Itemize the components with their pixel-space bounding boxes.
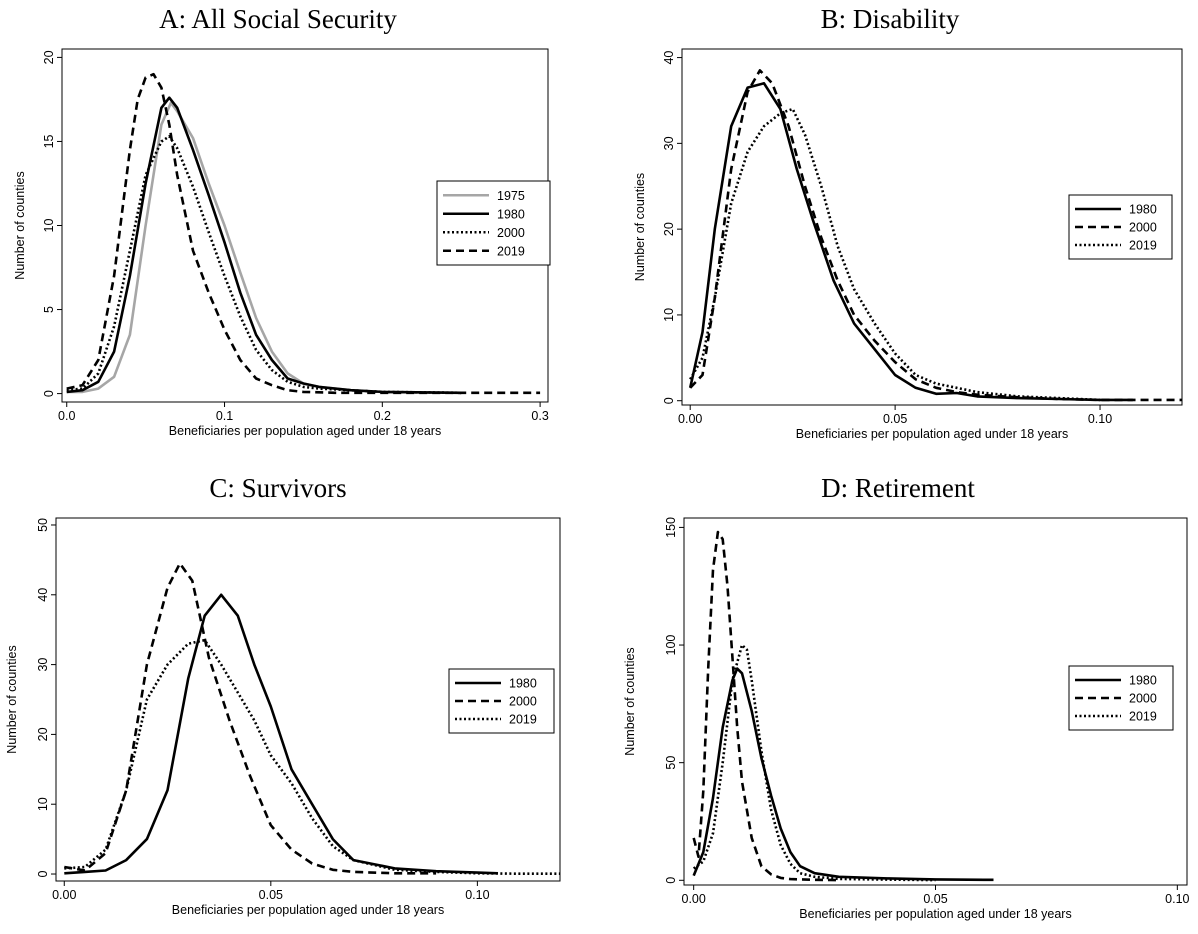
x-tick-label: 0.1	[216, 409, 233, 423]
y-tick-label: 0	[42, 390, 56, 397]
y-tick-label: 0	[664, 877, 678, 884]
y-tick-label: 50	[664, 756, 678, 770]
y-axis-label: Number of counties	[623, 647, 637, 755]
series-line-1980	[64, 593, 499, 875]
series-line-2000	[692, 530, 839, 882]
y-tick-label: 20	[662, 222, 676, 236]
x-tick-label: 0.00	[678, 412, 702, 426]
series-group	[688, 69, 1182, 402]
x-tick-label: 0.2	[374, 409, 391, 423]
y-tick-label: 0	[662, 397, 676, 404]
legend-box	[436, 180, 551, 266]
series-group	[66, 72, 541, 395]
legend-label: 2019	[1129, 239, 1157, 253]
legend-label: 2000	[1129, 221, 1157, 235]
y-axis-label: Number of counties	[13, 171, 27, 279]
legend: 1980 2000 2019	[1068, 665, 1174, 731]
y-tick-label: 20	[42, 50, 56, 64]
series-line-1980	[66, 96, 462, 395]
legend-label: 1975	[497, 189, 525, 203]
panel-2: B: Disability 0.00 0.05 0.10 0 10 20 30 40 Benefi…	[633, 4, 1183, 441]
y-tick-label: 30	[36, 658, 50, 672]
series-line-2019	[692, 643, 936, 882]
x-tick-label: 0.05	[259, 888, 283, 902]
legend: 1980 2000 2019	[448, 668, 555, 734]
x-tick-label: 0.00	[52, 888, 76, 902]
x-tick-label: 0.3	[531, 409, 548, 423]
x-tick-label: 0.10	[1088, 412, 1112, 426]
legend-label: 2000	[509, 695, 537, 709]
legend-label: 2000	[1129, 692, 1157, 706]
panel-title: C: Survivors	[209, 473, 346, 503]
y-tick-label: 30	[662, 136, 676, 150]
legend-box	[448, 668, 555, 734]
plot-frame	[55, 517, 561, 882]
panel-title: D: Retirement	[821, 473, 975, 503]
x-axis-label: Beneficiaries per population aged under …	[796, 427, 1068, 441]
legend-label: 2019	[1129, 710, 1157, 724]
y-tick-label: 10	[42, 219, 56, 233]
legend-label: 1980	[497, 207, 525, 221]
panel-title: B: Disability	[821, 4, 960, 34]
y-tick-label: 0	[36, 870, 50, 877]
legend-label: 1980	[1129, 203, 1157, 217]
x-axis-label: Beneficiaries per population aged under …	[799, 907, 1071, 921]
legend: 1975 1980 2000 2019	[436, 180, 551, 266]
panel-title: A: All Social Security	[159, 4, 397, 34]
x-axis-label: Beneficiaries per population aged under …	[172, 903, 444, 917]
legend-label: 2019	[509, 713, 537, 727]
legend-label: 1980	[509, 677, 537, 691]
panel-1: A: All Social Security 0.0 0.1 0.2 0.3 0 5 10 15…	[13, 4, 551, 438]
y-axis-label: Number of counties	[5, 645, 19, 753]
x-tick-label: 0.10	[1165, 892, 1189, 906]
legend: 1980 2000 2019	[1068, 194, 1173, 260]
series-line-1980	[692, 667, 994, 882]
y-tick-label: 20	[36, 727, 50, 741]
y-tick-label: 15	[42, 134, 56, 148]
x-tick-label: 0.10	[465, 888, 489, 902]
y-tick-label: 40	[662, 51, 676, 65]
series-line-2000	[66, 135, 462, 395]
y-tick-label: 10	[662, 308, 676, 322]
y-tick-label: 10	[36, 797, 50, 811]
x-axis-label: Beneficiaries per population aged under …	[169, 424, 441, 438]
series-line-1980	[688, 82, 1133, 402]
series-group	[64, 562, 560, 876]
plot-frame	[681, 48, 1183, 406]
y-tick-label: 40	[36, 588, 50, 602]
series-line-2000	[64, 562, 437, 875]
y-axis-label: Number of counties	[633, 173, 647, 281]
panel-4: D: Retirement 0.00 0.05 0.10 0 50 100 150 Benefi…	[623, 473, 1190, 921]
series-line-2000	[689, 69, 1182, 402]
series-group	[692, 530, 994, 882]
y-tick-label: 100	[664, 635, 678, 656]
x-tick-label: 0.0	[58, 409, 75, 423]
x-tick-label: 0.05	[883, 412, 907, 426]
y-tick-label: 150	[664, 517, 678, 538]
legend-label: 2019	[497, 244, 525, 258]
y-tick-label: 5	[42, 306, 56, 313]
panel-3: C: Survivors 0.00 0.05 0.10 0 10 20 30 40 50 Benef…	[5, 473, 561, 917]
legend-label: 2000	[497, 226, 525, 240]
series-line-2019	[689, 107, 1101, 402]
series-line-2019	[66, 72, 541, 395]
x-tick-label: 0.00	[682, 892, 706, 906]
x-tick-label: 0.05	[923, 892, 947, 906]
legend-label: 1980	[1129, 674, 1157, 688]
y-tick-label: 50	[36, 518, 50, 532]
